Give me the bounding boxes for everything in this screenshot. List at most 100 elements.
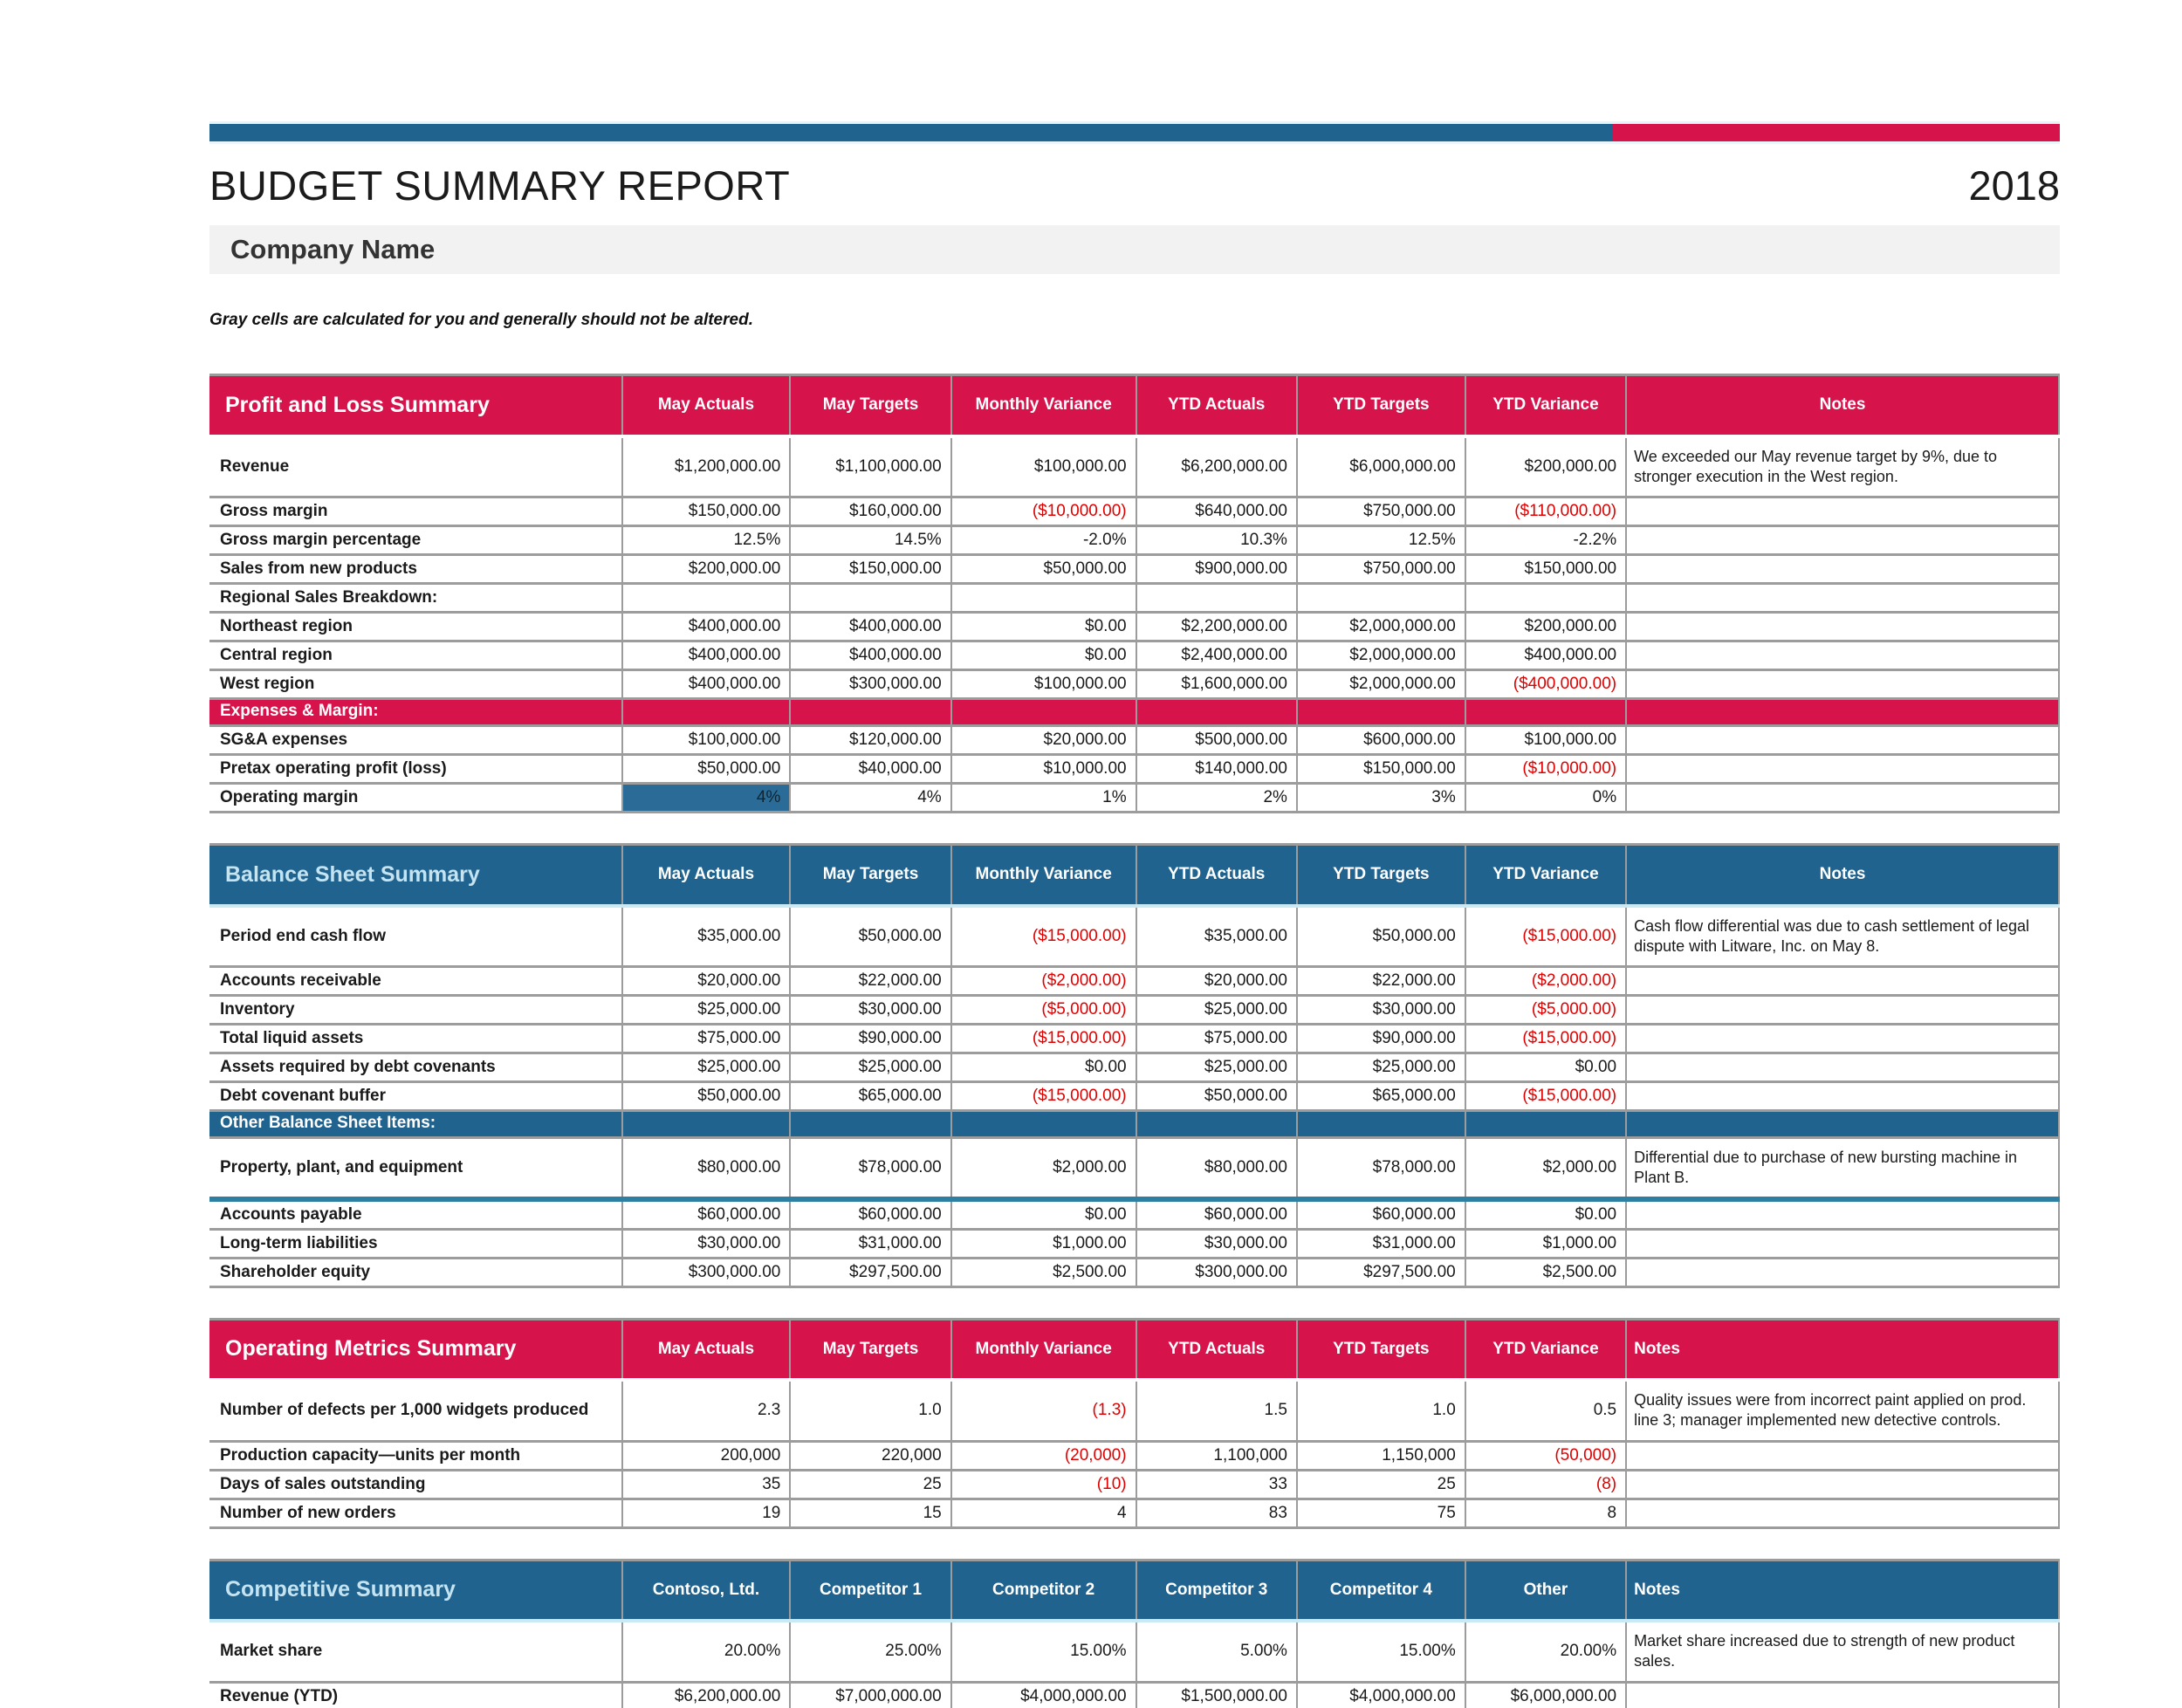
value-cell[interactable]: 35 [621,1468,792,1500]
value-cell[interactable]: $297,500.00 [789,1256,952,1288]
note-cell[interactable] [1625,669,2060,700]
value-cell[interactable]: (50,000) [1464,1439,1628,1471]
value-cell[interactable]: $65,000.00 [789,1080,952,1112]
note-cell[interactable] [1625,553,2060,585]
value-cell[interactable]: (10) [950,1468,1137,1500]
value-cell[interactable] [789,582,952,614]
value-cell[interactable]: $400,000.00 [621,640,792,671]
value-cell[interactable]: ($10,000.00) [1464,753,1628,785]
value-cell[interactable]: $2,200,000.00 [1135,611,1298,642]
value-cell[interactable]: 0% [1464,782,1628,813]
value-cell[interactable]: $7,000,000.00 [789,1680,952,1708]
value-cell[interactable]: $1,000.00 [1464,1227,1628,1259]
value-cell[interactable]: $1,600,000.00 [1135,669,1298,700]
value-cell[interactable]: $100,000.00 [621,724,792,756]
value-cell[interactable]: $100,000.00 [1464,724,1628,756]
value-cell[interactable]: ($5,000.00) [1464,994,1628,1025]
value-cell[interactable]: 1.0 [789,1380,952,1443]
value-cell[interactable]: $160,000.00 [789,496,952,527]
value-cell[interactable]: 20.00% [1464,1621,1628,1684]
value-cell[interactable]: $400,000.00 [789,611,952,642]
value-cell[interactable]: 14.5% [789,525,952,556]
value-cell[interactable]: 25 [789,1468,952,1500]
value-cell[interactable] [621,582,792,614]
value-cell[interactable]: $30,000.00 [1295,994,1466,1025]
note-cell[interactable]: Cash flow differential was due to cash s… [1625,905,2060,968]
value-cell[interactable]: $150,000.00 [621,496,792,527]
value-cell[interactable]: $90,000.00 [1295,1023,1466,1054]
value-cell[interactable]: $150,000.00 [1464,553,1628,585]
value-cell[interactable]: $2,500.00 [1464,1256,1628,1288]
value-cell[interactable]: $297,500.00 [1295,1256,1466,1288]
value-cell[interactable]: $22,000.00 [789,965,952,997]
value-cell[interactable]: $2,000,000.00 [1295,640,1466,671]
value-cell[interactable]: $750,000.00 [1295,553,1466,585]
value-cell[interactable]: $6,000,000.00 [1295,436,1466,498]
value-cell[interactable]: $60,000.00 [621,1197,792,1231]
value-cell[interactable]: $4,000,000.00 [1295,1680,1466,1708]
value-cell[interactable]: $6,200,000.00 [1135,436,1298,498]
value-cell[interactable]: $25,000.00 [789,1052,952,1083]
value-cell[interactable]: $400,000.00 [1464,640,1628,671]
value-cell[interactable]: $65,000.00 [1295,1080,1466,1112]
value-cell[interactable]: (1.3) [950,1380,1137,1443]
note-cell[interactable] [1625,1023,2060,1054]
value-cell[interactable]: $30,000.00 [789,994,952,1025]
value-cell[interactable]: $80,000.00 [1135,1136,1298,1202]
value-cell[interactable]: $50,000.00 [789,905,952,968]
value-cell[interactable]: 12.5% [621,525,792,556]
value-cell[interactable]: $60,000.00 [1295,1197,1466,1231]
value-cell[interactable]: $200,000.00 [1464,611,1628,642]
value-cell[interactable] [1464,582,1628,614]
value-cell[interactable]: ($15,000.00) [950,1080,1137,1112]
value-cell[interactable]: $0.00 [950,611,1137,642]
value-cell[interactable]: 4% [621,782,792,813]
note-cell[interactable] [1625,753,2060,785]
value-cell[interactable]: $2,000,000.00 [1295,611,1466,642]
value-cell[interactable]: $35,000.00 [1135,905,1298,968]
value-cell[interactable]: 15.00% [1295,1621,1466,1684]
value-cell[interactable]: $30,000.00 [621,1227,792,1259]
value-cell[interactable]: $31,000.00 [1295,1227,1466,1259]
value-cell[interactable]: $120,000.00 [789,724,952,756]
value-cell[interactable]: 1,100,000 [1135,1439,1298,1471]
value-cell[interactable]: $6,000,000.00 [1464,1680,1628,1708]
value-cell[interactable]: $500,000.00 [1135,724,1298,756]
value-cell[interactable]: $0.00 [1464,1197,1628,1231]
note-cell[interactable] [1625,1080,2060,1112]
value-cell[interactable]: 10.3% [1135,525,1298,556]
note-cell[interactable] [1625,582,2060,614]
value-cell[interactable]: $300,000.00 [621,1256,792,1288]
value-cell[interactable]: $2,000.00 [950,1136,1137,1202]
value-cell[interactable]: 4% [789,782,952,813]
note-cell[interactable] [1625,1256,2060,1288]
note-cell[interactable] [1625,525,2060,556]
value-cell[interactable]: 75 [1295,1497,1466,1529]
value-cell[interactable]: $25,000.00 [1135,1052,1298,1083]
value-cell[interactable]: $50,000.00 [621,753,792,785]
value-cell[interactable]: $140,000.00 [1135,753,1298,785]
value-cell[interactable]: $300,000.00 [1135,1256,1298,1288]
value-cell[interactable]: $25,000.00 [621,994,792,1025]
value-cell[interactable]: $50,000.00 [621,1080,792,1112]
value-cell[interactable]: $600,000.00 [1295,724,1466,756]
value-cell[interactable]: $2,500.00 [950,1256,1137,1288]
value-cell[interactable]: $2,000.00 [1464,1136,1628,1202]
value-cell[interactable] [1135,582,1298,614]
note-cell[interactable] [1625,1052,2060,1083]
value-cell[interactable]: $400,000.00 [789,640,952,671]
value-cell[interactable]: ($15,000.00) [950,1023,1137,1054]
value-cell[interactable]: ($2,000.00) [1464,965,1628,997]
value-cell[interactable]: (20,000) [950,1439,1137,1471]
note-cell[interactable] [1625,724,2060,756]
value-cell[interactable]: ($5,000.00) [950,994,1137,1025]
value-cell[interactable]: $300,000.00 [789,669,952,700]
value-cell[interactable]: $1,200,000.00 [621,436,792,498]
note-cell[interactable] [1625,782,2060,813]
note-cell[interactable] [1625,1197,2060,1231]
value-cell[interactable]: $75,000.00 [1135,1023,1298,1054]
note-cell[interactable]: We exceeded our May revenue target by 9%… [1625,436,2060,498]
value-cell[interactable]: $50,000.00 [1135,1080,1298,1112]
note-cell[interactable] [1625,496,2060,527]
value-cell[interactable]: $20,000.00 [621,965,792,997]
